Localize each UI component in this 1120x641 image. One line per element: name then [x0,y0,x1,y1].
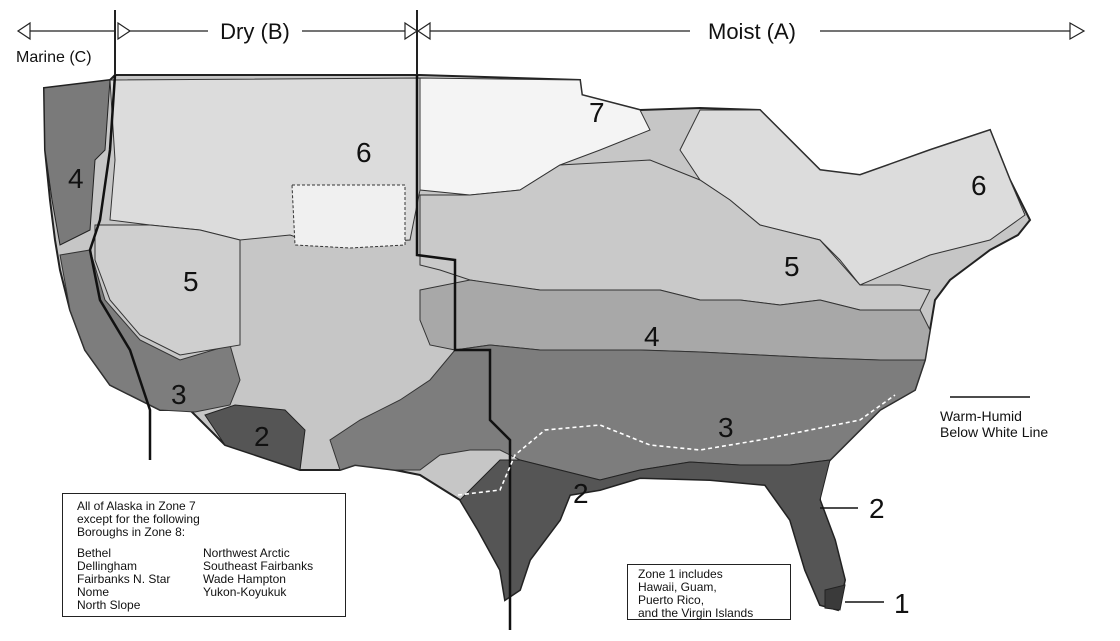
zone2-gulf-label: 2 [573,478,589,509]
alaska-intro-2: except for the following [77,512,200,526]
alaska-boroughs-col2: Northwest Arctic Southeast Fairbanks Wad… [203,547,313,599]
marine-label: Marine (C) [16,49,92,66]
warm-humid-line1: Warm-Humid [940,408,1022,424]
borough: Fairbanks N. Star [77,572,171,586]
zone1-box-line4: and the Virgin Islands [638,606,754,620]
borough: Bethel [77,546,112,560]
zone5-oh-label: 5 [784,251,800,282]
zone1-box-line3: Puerto Rico, [638,593,705,607]
alaska-info-box: All of Alaska in Zone 7 except for the f… [62,493,346,617]
borough: North Slope [77,598,141,612]
zone4-mid-label: 4 [644,321,660,352]
zone2-sw-label: 2 [254,421,270,452]
alaska-intro-1: All of Alaska in Zone 7 [77,499,196,513]
zone3-ca-label: 3 [171,379,187,410]
marine-left-arrowhead [16,21,31,41]
warm-humid-line2: Below White Line [940,424,1048,440]
borough: Wade Hampton [203,572,286,586]
zone1-region [824,584,846,611]
zone3-se-label: 3 [718,412,734,443]
zone6-ne-label: 6 [971,170,987,201]
zone4-marine-region [43,79,111,246]
borough: Nome [77,585,110,599]
zone5-west-region [94,224,241,356]
warm-humid-line [457,394,896,496]
zone2-gulf-region [459,459,846,611]
zone1-box-line2: Hawaii, Guam, [638,580,717,594]
alaska-boroughs-col1: Bethel Dellingham Fairbanks N. Star Nome… [77,547,170,612]
zone2-fl-label: 2 [869,493,885,524]
borough: Dellingham [77,559,138,573]
zone6-wyoming-white [291,184,406,249]
zone2-southwest-region [204,404,306,471]
moist-right-arrowhead [1069,21,1086,41]
zone5-west-label: 5 [183,266,199,297]
alaska-intro-3: Boroughs in Zone 8: [77,525,186,539]
moisture-regime-header [16,10,1086,75]
zone1-box-line1: Zone 1 includes [638,567,723,581]
zone1-label: 1 [894,588,910,619]
zone7-label: 7 [589,97,605,128]
moist-label: Moist (A) [708,19,796,44]
zone4-nw-label: 4 [68,163,84,194]
zone7-region [419,77,651,196]
zone1-info-box: Zone 1 includes Hawaii, Guam, Puerto Ric… [627,564,791,620]
borough: Southeast Fairbanks [203,559,314,573]
zone6-west-label: 6 [356,137,372,168]
regime-boundaries [88,74,512,630]
borough: Yukon-Koyukuk [203,585,287,599]
dry-label: Dry (B) [220,19,290,44]
borough: Northwest Arctic [203,546,290,560]
zone3-california-region [59,249,241,413]
